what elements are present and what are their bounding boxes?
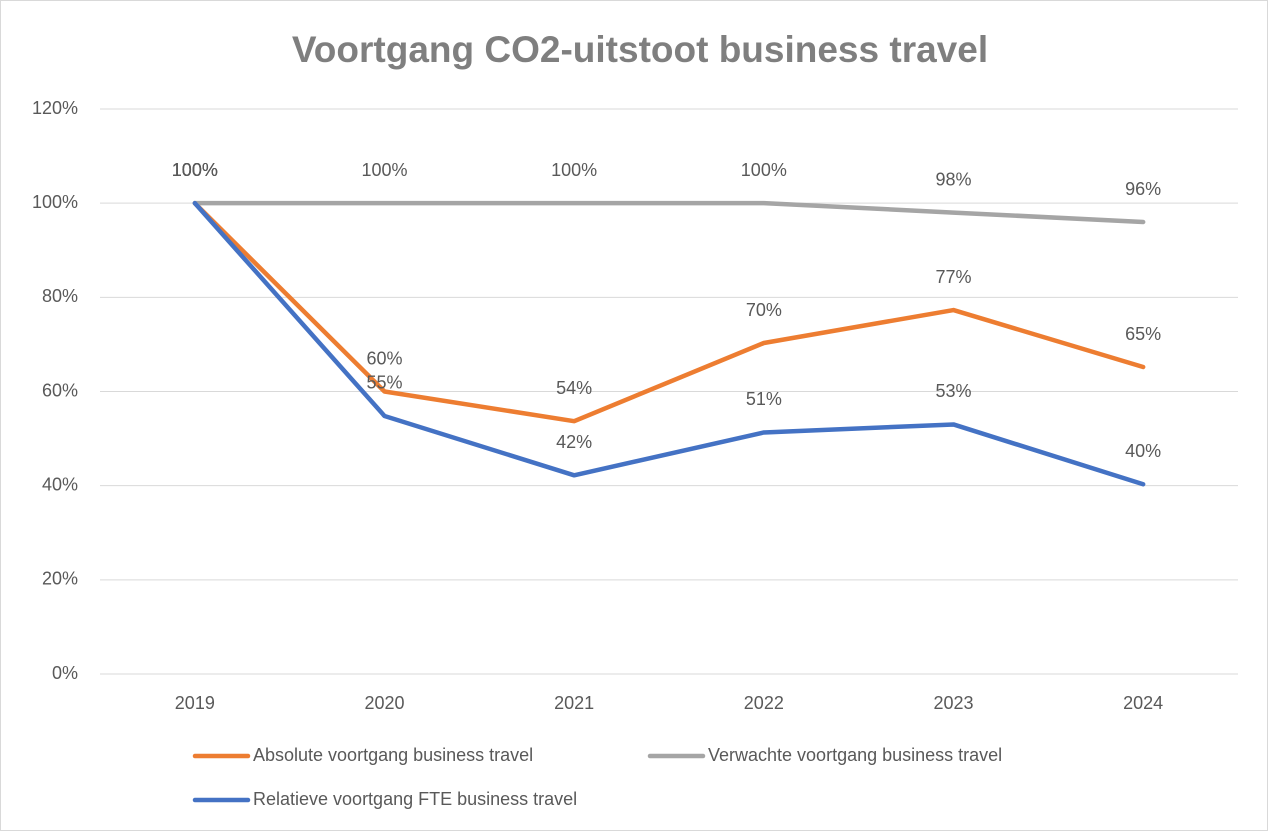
data-label: 100% [172,160,218,180]
data-label: 40% [1125,441,1161,461]
x-tick-label: 2023 [933,693,973,713]
data-label: 65% [1125,324,1161,344]
data-label: 100% [172,160,218,180]
data-label: 54% [556,378,592,398]
legend-label: Verwachte voortgang business travel [708,745,1002,765]
x-tick-label: 2021 [554,693,594,713]
x-tick-label: 2019 [175,693,215,713]
data-label: 77% [935,267,971,287]
x-tick-label: 2020 [364,693,404,713]
y-tick-label: 80% [42,286,78,306]
legend-label: Absolute voortgang business travel [253,745,533,765]
data-label: 96% [1125,179,1161,199]
chart-title: Voortgang CO2-uitstoot business travel [292,29,988,70]
line-series [192,200,1146,424]
data-label: 98% [935,169,971,189]
data-label: 53% [935,381,971,401]
y-tick-label: 120% [32,98,78,118]
data-label: 100% [741,160,787,180]
data-label: 100% [551,160,597,180]
data-label: 60% [366,348,402,368]
line-series [192,200,1146,487]
y-tick-label: 100% [32,192,78,212]
data-label: 42% [556,432,592,452]
data-label: 51% [746,389,782,409]
legend-label: Relatieve voortgang FTE business travel [253,789,577,809]
y-tick-label: 40% [42,474,78,494]
y-tick-label: 20% [42,569,78,589]
data-label: 100% [361,160,407,180]
data-label: 100% [172,160,218,180]
x-tick-label: 2024 [1123,693,1163,713]
data-label: 70% [746,300,782,320]
data-label: 55% [366,373,402,393]
x-tick-label: 2022 [744,693,784,713]
y-tick-label: 60% [42,380,78,400]
y-tick-label: 0% [52,663,78,683]
line-series [192,200,1146,225]
